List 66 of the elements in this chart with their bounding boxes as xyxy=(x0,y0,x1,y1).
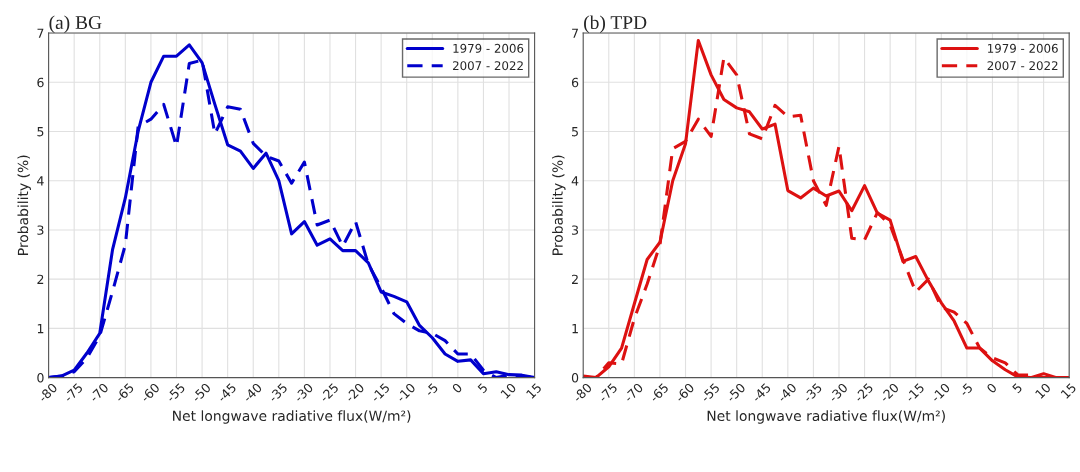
x-tick-label: -75 xyxy=(597,382,618,403)
x-tick-label: -5 xyxy=(958,382,974,397)
x-tick-label: -60 xyxy=(674,382,695,403)
x-tick-label: 0 xyxy=(451,382,463,394)
y-tick-label: 0 xyxy=(571,373,579,383)
legend-label: 2007 - 2022 xyxy=(452,61,523,71)
x-tick-label: -80 xyxy=(572,382,593,403)
y-tick-label: 6 xyxy=(571,77,579,88)
x-tick-label: -75 xyxy=(63,382,84,403)
x-tick-label: -45 xyxy=(216,382,237,403)
x-tick-label: -15 xyxy=(370,382,391,403)
y-tick-label: 1 xyxy=(572,324,578,334)
y-tick-label: 3 xyxy=(572,225,579,235)
x-tick-label: 5 xyxy=(1011,382,1023,394)
y-tick-label: 0 xyxy=(37,373,44,383)
x-tick-label: -70 xyxy=(623,382,644,403)
chart-title: (b) TPD xyxy=(584,15,647,34)
x-tick-label: -30 xyxy=(828,382,849,403)
y-tick-label: 4 xyxy=(37,176,44,186)
x-axis-title: Net longwave radiative flux(W/m²) xyxy=(707,410,945,424)
legend-label: 1979 - 2006 xyxy=(988,43,1058,53)
x-tick-label: -35 xyxy=(267,382,288,403)
y-tick-label: 1 xyxy=(37,324,44,334)
x-tick-label: -60 xyxy=(140,382,161,403)
x-tick-label: -10 xyxy=(930,382,951,403)
y-axis-title: Probability (%) xyxy=(552,155,566,255)
x-tick-label: -25 xyxy=(853,382,874,403)
x-tick-label: -40 xyxy=(242,382,263,403)
x-tick-label: -80 xyxy=(37,382,58,403)
legend-label: 1979 - 2006 xyxy=(453,43,524,53)
x-tick-label: 15 xyxy=(1060,382,1077,399)
x-tick-label: -55 xyxy=(165,382,186,403)
x-tick-label: -5 xyxy=(424,382,439,397)
y-tick-label: 7 xyxy=(572,28,578,38)
x-tick-label: -70 xyxy=(88,382,109,403)
y-tick-label: 5 xyxy=(572,127,578,137)
chart-title: (a) BG xyxy=(49,15,102,34)
y-tick-label: 7 xyxy=(37,28,44,38)
y-tick-label: 4 xyxy=(571,176,579,186)
y-tick-label: 5 xyxy=(37,127,44,137)
x-tick-label: -15 xyxy=(904,382,925,403)
x-tick-label: 5 xyxy=(477,382,489,394)
x-tick-label: -20 xyxy=(879,382,900,403)
x-tick-label: -55 xyxy=(700,382,721,403)
y-tick-label: 6 xyxy=(37,77,44,88)
x-tick-label: -45 xyxy=(751,382,772,403)
x-tick-label: 10 xyxy=(1034,382,1052,399)
y-tick-label: 2 xyxy=(572,274,578,284)
x-tick-label: -30 xyxy=(293,382,314,403)
x-tick-label: 15 xyxy=(525,382,543,399)
x-tick-label: -50 xyxy=(725,382,746,403)
x-tick-label: -65 xyxy=(114,382,135,403)
x-tick-label: -40 xyxy=(776,382,798,403)
x-tick-label: -25 xyxy=(319,382,339,403)
x-axis-title: Net longwave radiative flux(W/m²) xyxy=(173,410,411,424)
x-tick-label: -10 xyxy=(395,382,416,403)
y-axis-title: Probability (%) xyxy=(17,155,31,255)
x-tick-label: -35 xyxy=(802,382,823,403)
x-tick-label: -65 xyxy=(649,382,669,403)
x-tick-label: -50 xyxy=(191,382,212,403)
y-tick-label: 3 xyxy=(37,225,44,235)
legend-label: 2007 - 2022 xyxy=(987,61,1058,71)
y-tick-label: 2 xyxy=(37,274,44,284)
x-tick-label: -20 xyxy=(344,382,365,403)
x-tick-label: 0 xyxy=(986,382,998,394)
x-tick-label: 10 xyxy=(500,382,517,399)
